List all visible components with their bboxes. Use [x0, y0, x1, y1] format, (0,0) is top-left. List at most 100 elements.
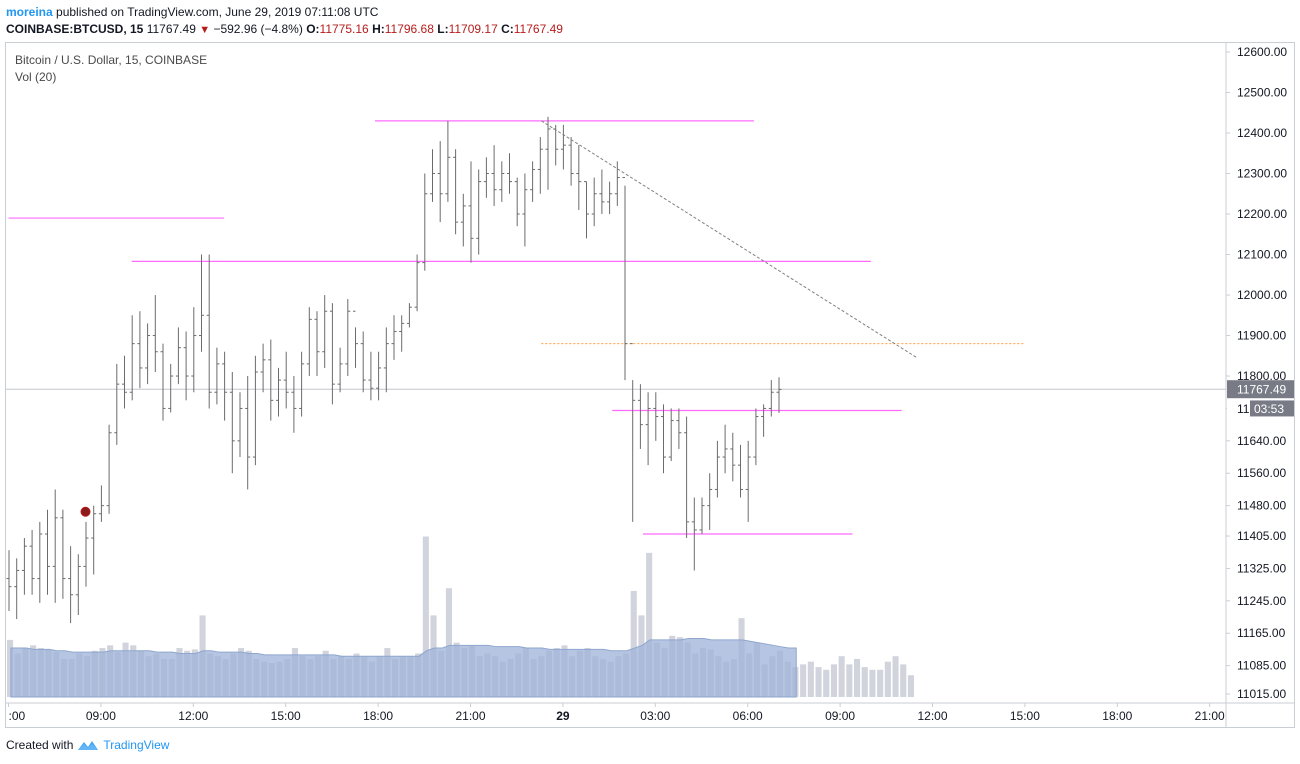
- time-tick-label: 15:00: [1010, 709, 1040, 723]
- ohlc-bar: [252, 355, 258, 466]
- ohlc-bar: [576, 145, 582, 210]
- price-tick-label: 11325.00: [1237, 561, 1286, 575]
- ohlc-bar: [376, 351, 382, 401]
- ohlc-bar: [637, 384, 643, 449]
- time-tick-label: 09:00: [86, 709, 116, 723]
- price-change: −592.96 (−4.8%): [213, 22, 303, 36]
- volume-bar: [823, 669, 830, 697]
- time-tick-label: 18:00: [363, 709, 393, 723]
- time-tick-label: 06:00: [733, 709, 763, 723]
- ohlc-bar: [714, 440, 720, 498]
- ohlc-bar: [191, 307, 197, 393]
- last-price-tag: [1227, 380, 1294, 399]
- ohlc-bar: [614, 161, 620, 206]
- price-tick-label: 11900.00: [1237, 329, 1286, 343]
- volume-bar: [869, 669, 876, 697]
- volume-bar: [877, 669, 884, 697]
- ohlc-bar: [229, 371, 235, 474]
- low-label: L:: [437, 22, 449, 36]
- volume-bar: [807, 661, 814, 697]
- low-value: 11709.17: [448, 22, 498, 36]
- time-axis: :00 09:00 12:00 15:00 18:00 21:00 29 03:00 06:00…: [8, 703, 1225, 723]
- ohlc-bar: [353, 310, 358, 368]
- volume-ma-area: [10, 638, 797, 698]
- last-price-tag-label: 11767.49: [1237, 383, 1286, 397]
- ohlc-bar: [368, 351, 374, 401]
- time-tick-label: :00: [9, 709, 26, 723]
- last-price: 11767.49: [146, 22, 196, 36]
- ohlc-bar: [68, 546, 74, 624]
- trendline: [541, 120, 918, 359]
- ohlc-bar: [168, 363, 174, 413]
- ohlc-bar: [560, 124, 566, 170]
- ohlc-bar: [668, 408, 674, 462]
- ohlc-bar: [83, 521, 89, 587]
- close-value: 11767.49: [513, 22, 563, 36]
- ohlc-bar: [183, 331, 189, 401]
- publisher-username[interactable]: moreina: [6, 5, 53, 19]
- ohlc-bar: [114, 363, 120, 445]
- publish-info: moreina published on TradingView.com, Ju…: [6, 5, 378, 19]
- ohlc-bar: [14, 558, 20, 620]
- series-legend: Bitcoin / U.S. Dollar, 15, COINBASE: [15, 53, 208, 67]
- high-label: H:: [372, 22, 385, 36]
- ohlc-bar: [260, 343, 266, 393]
- ohlc-bar: [199, 254, 204, 352]
- time-tick-label: 12:00: [917, 709, 947, 723]
- price-tick-label: 12200.00: [1237, 207, 1287, 221]
- ohlc-bar: [283, 351, 289, 409]
- covered-tick-label: 11: [1237, 402, 1250, 416]
- ohlc-bar: [738, 444, 743, 498]
- price-tick-label: 11085.00: [1237, 659, 1286, 673]
- open-label: O:: [306, 22, 320, 36]
- countdown-tag: [1250, 400, 1294, 417]
- volume-legend: Vol (20): [15, 70, 57, 84]
- volume-bar: [854, 658, 861, 697]
- ohlc-bar: [591, 177, 597, 227]
- ohlc-bar: [337, 347, 343, 393]
- ohlc-bar: [314, 311, 320, 377]
- ohlc-bar: [776, 377, 782, 413]
- ohlc-bar: [483, 157, 489, 198]
- ohlc-bar: [422, 173, 428, 271]
- ohlc-bar: [699, 497, 705, 535]
- ohlc-bar: [75, 554, 81, 616]
- ohlc-bar: [98, 485, 104, 522]
- volume-bar: [445, 588, 452, 697]
- volume-bar: [861, 667, 868, 697]
- ohlc-bar: [129, 315, 135, 401]
- ohlc-bar: [60, 509, 66, 599]
- ohlc-bar: [745, 440, 751, 522]
- tradingview-brand[interactable]: TradingView: [103, 738, 170, 752]
- ohlc-bar: [345, 299, 351, 377]
- ohlc-bar: [522, 173, 528, 247]
- ohlc-bar: [391, 315, 397, 360]
- ohlc-bar: [768, 380, 774, 417]
- ohlc-bar: [414, 254, 420, 312]
- symbol-label: COINBASE:BTCUSD, 15: [6, 22, 144, 36]
- ohlc-bar: [661, 404, 666, 474]
- countdown-tag-label: 03:53: [1254, 402, 1284, 416]
- ohlc-bar: [607, 181, 613, 215]
- high-value: 11796.68: [384, 22, 434, 36]
- price-tick-label: 12400.00: [1237, 126, 1287, 140]
- price-tick-label: 11015.00: [1237, 687, 1286, 701]
- ohlc-bar: [584, 181, 589, 239]
- volume-bar: [7, 639, 14, 697]
- ohlc-bar: [276, 367, 281, 417]
- publish-text: published on TradingView.com, June 29, 2…: [56, 5, 379, 19]
- ohlc-bar: [514, 177, 520, 227]
- ohlc-bar: [691, 497, 697, 571]
- price-tick-label: 11245.00: [1237, 594, 1286, 608]
- ohlc-bar: [630, 343, 636, 522]
- ohlc-bar: [645, 392, 651, 466]
- ohlc-bar: [530, 161, 536, 202]
- volume-bar: [630, 590, 637, 697]
- ohlc-bar: [437, 141, 443, 223]
- ohlc-bar: [291, 376, 297, 433]
- price-tick-label: 11800.00: [1237, 369, 1286, 383]
- ohlc-bar: [222, 351, 228, 421]
- ohlc-bar: [453, 149, 459, 235]
- ohlc-bar: [137, 311, 143, 389]
